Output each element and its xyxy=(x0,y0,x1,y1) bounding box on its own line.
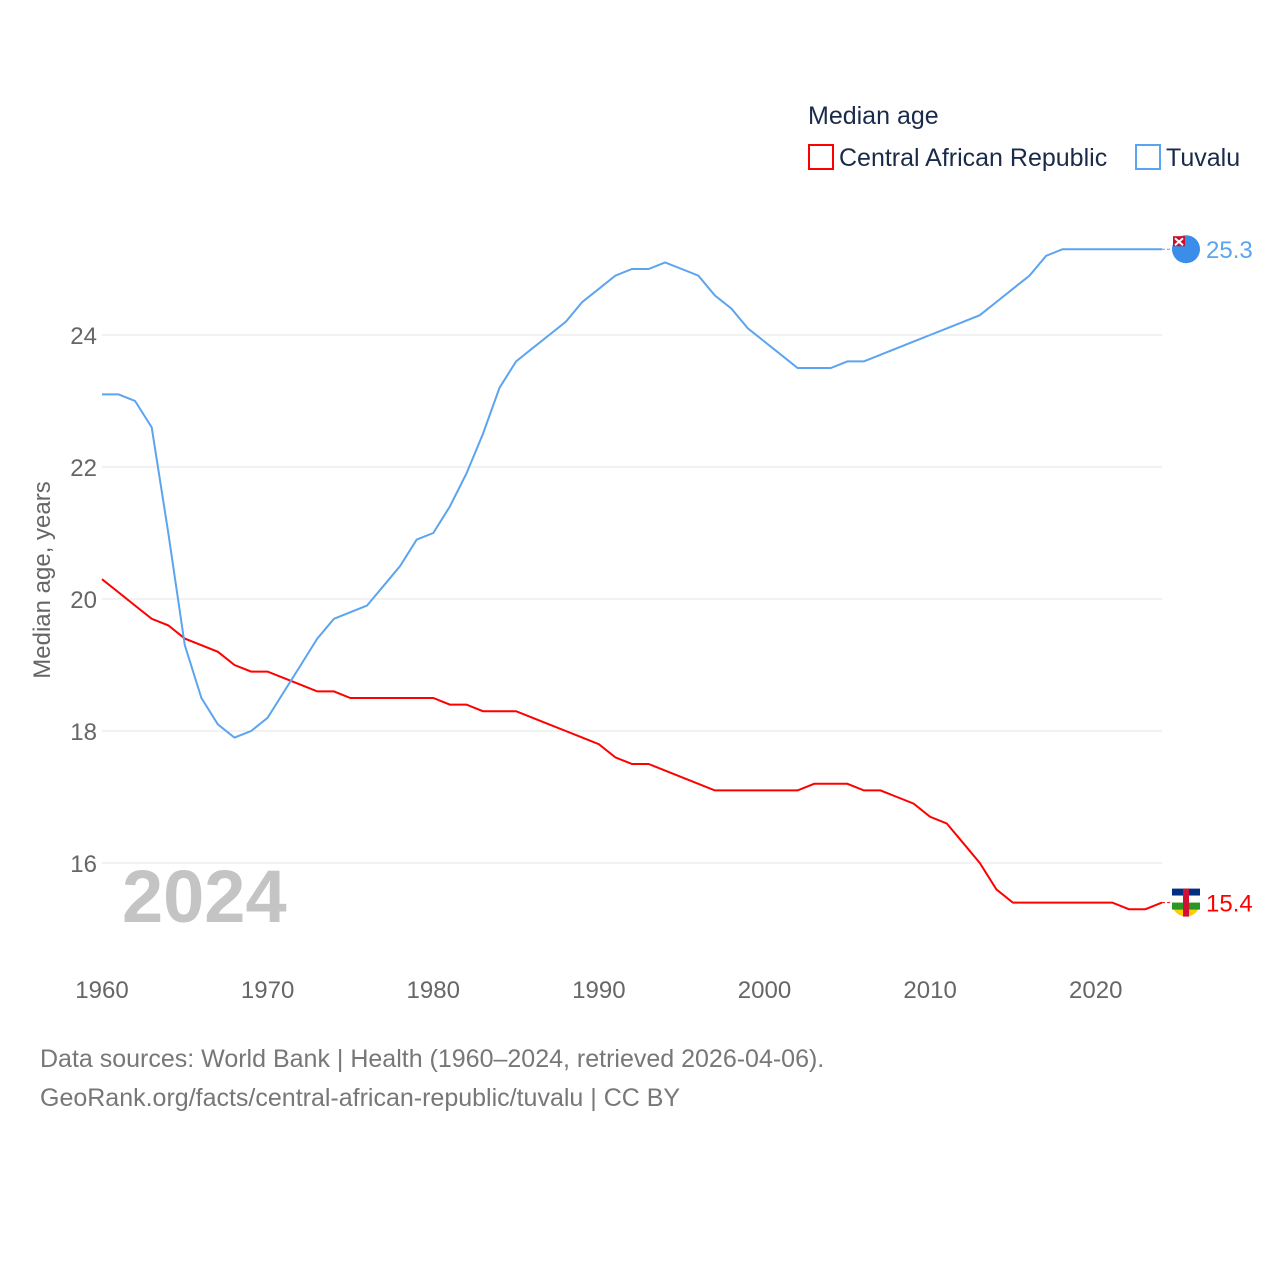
y-tick-label: 16 xyxy=(70,851,97,878)
x-tick-label: 1960 xyxy=(75,977,128,1004)
legend-item-tuvalu[interactable]: Tuvalu xyxy=(1166,144,1240,172)
x-tick-label: 2000 xyxy=(738,977,791,1004)
legend-title: Median age xyxy=(808,102,939,130)
x-tick-label: 2010 xyxy=(903,977,956,1004)
y-tick-label: 24 xyxy=(70,323,97,350)
end-value-label: 25.3 xyxy=(1206,237,1253,264)
legend-swatch xyxy=(808,144,834,170)
series-line-central-african-republic xyxy=(101,578,1163,911)
x-tick-label: 1990 xyxy=(572,977,625,1004)
attribution-link[interactable]: GeoRank.org/facts/central-african-republ… xyxy=(40,1084,681,1112)
y-axis-label: Median age, years xyxy=(29,481,56,678)
legend-item-central-african-republic[interactable]: Central African Republic xyxy=(839,144,1107,172)
legend-swatch xyxy=(1135,144,1161,170)
end-value-label: 15.4 xyxy=(1206,891,1253,918)
y-tick-label: 22 xyxy=(70,455,97,482)
year-overlay: 2024 xyxy=(122,855,287,938)
car-flag-icon xyxy=(1172,888,1200,917)
tuvalu-flag-icon xyxy=(1172,235,1200,264)
y-tick-label: 20 xyxy=(70,587,97,614)
series-line-tuvalu xyxy=(102,248,1162,739)
data-source-text: Data sources: World Bank | Health (1960–… xyxy=(40,1045,825,1073)
y-tick-label: 18 xyxy=(70,719,97,746)
x-tick-label: 1970 xyxy=(241,977,294,1004)
x-tick-label: 1980 xyxy=(407,977,460,1004)
x-tick-label: 2020 xyxy=(1069,977,1122,1004)
